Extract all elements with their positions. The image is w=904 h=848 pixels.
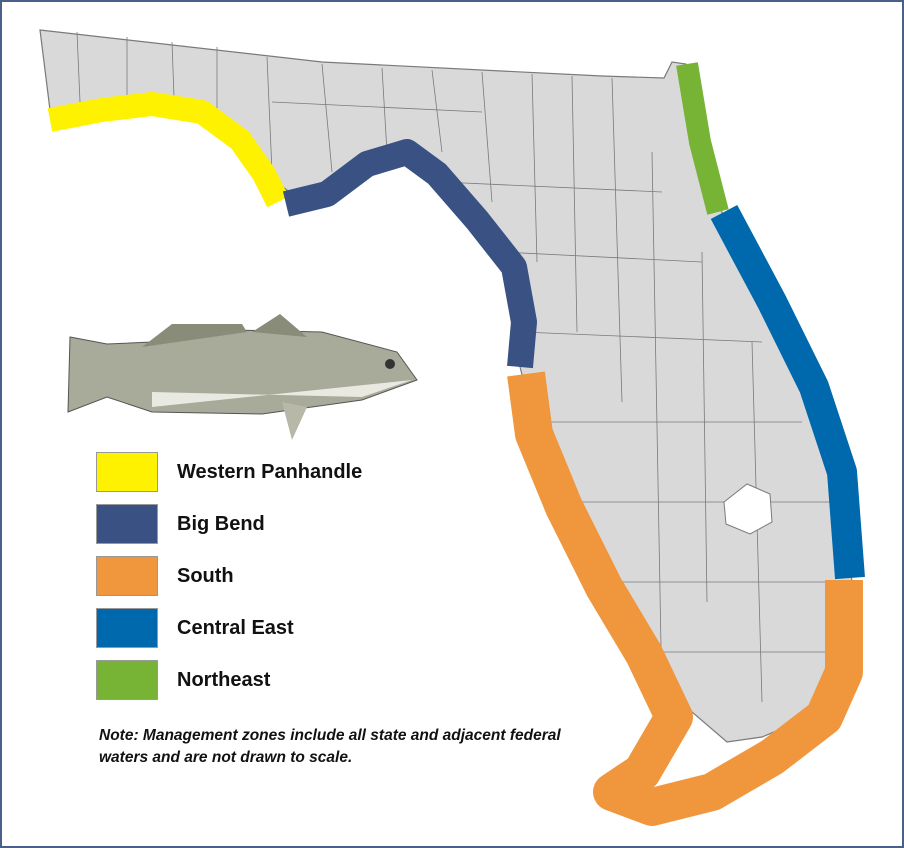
legend-swatch xyxy=(96,556,158,596)
zone-central-east xyxy=(710,204,865,580)
legend-item-big-bend: Big Bend xyxy=(96,504,265,544)
map-note: Note: Management zones include all state… xyxy=(99,727,561,766)
legend-label: Big Bend xyxy=(177,512,265,535)
legend-item-western-panhandle: Western Panhandle xyxy=(96,452,362,492)
zone-south xyxy=(507,371,863,826)
legend-item-northeast: Northeast xyxy=(96,660,270,700)
legend-label: Central East xyxy=(177,616,294,639)
legend-swatch xyxy=(96,504,158,544)
legend-item-south: South xyxy=(96,556,234,596)
zone-western-panhandle xyxy=(47,92,289,208)
legend-swatch xyxy=(96,660,158,700)
zone-northeast xyxy=(676,62,729,215)
legend-swatch xyxy=(96,452,158,492)
legend-label: Western Panhandle xyxy=(177,460,363,483)
legend-swatch xyxy=(96,608,158,648)
legend-label: South xyxy=(177,564,234,587)
legend-item-central-east: Central East xyxy=(96,608,294,648)
management-zones xyxy=(47,62,865,826)
lake-okeechobee xyxy=(723,483,773,535)
county-lines xyxy=(76,31,842,703)
spotted-seatrout-illustration xyxy=(67,314,418,440)
zone-big-bend xyxy=(282,139,537,369)
legend-label: Northeast xyxy=(177,668,271,691)
